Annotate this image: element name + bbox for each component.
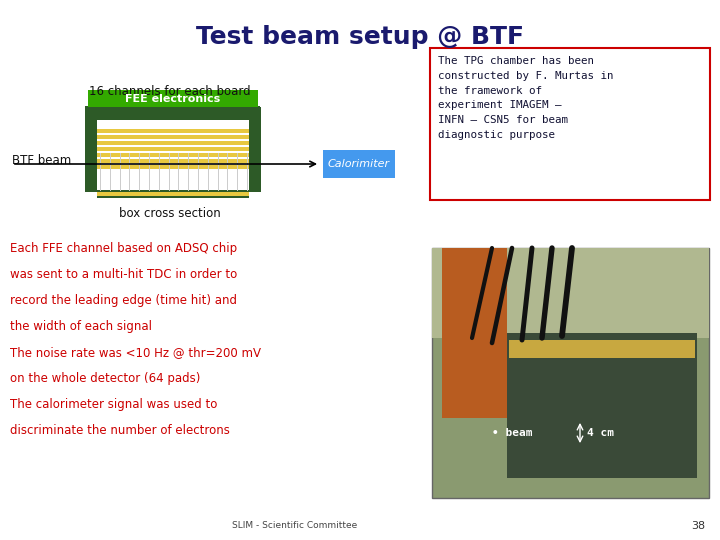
FancyBboxPatch shape (97, 147, 249, 151)
Text: discriminate the number of electrons: discriminate the number of electrons (10, 424, 230, 437)
FancyBboxPatch shape (507, 333, 697, 478)
FancyBboxPatch shape (97, 159, 249, 163)
Text: The TPG chamber has been
constructed by F. Murtas in
the framework of
experiment: The TPG chamber has been constructed by … (438, 56, 613, 140)
Text: the width of each signal: the width of each signal (10, 320, 152, 333)
FancyBboxPatch shape (432, 248, 709, 498)
Text: The noise rate was <10 Hz @ thr=200 mV: The noise rate was <10 Hz @ thr=200 mV (10, 346, 261, 359)
FancyBboxPatch shape (432, 248, 709, 338)
Text: box cross section: box cross section (119, 207, 221, 220)
Text: FEE electronics: FEE electronics (125, 94, 220, 104)
Text: was sent to a multi-hit TDC in order to: was sent to a multi-hit TDC in order to (10, 268, 238, 281)
FancyBboxPatch shape (97, 153, 249, 157)
FancyBboxPatch shape (97, 129, 249, 133)
FancyBboxPatch shape (97, 192, 249, 196)
FancyBboxPatch shape (323, 150, 395, 178)
FancyBboxPatch shape (442, 248, 507, 418)
Text: SLIM - Scientific Committee: SLIM - Scientific Committee (233, 522, 358, 530)
Text: record the leading edge (time hit) and: record the leading edge (time hit) and (10, 294, 237, 307)
Text: Test beam setup @ BTF: Test beam setup @ BTF (196, 25, 524, 49)
Text: BTF beam: BTF beam (12, 153, 71, 166)
Text: 38: 38 (691, 521, 705, 531)
FancyBboxPatch shape (85, 107, 97, 192)
FancyBboxPatch shape (88, 90, 258, 107)
FancyBboxPatch shape (85, 106, 260, 120)
FancyBboxPatch shape (249, 107, 261, 192)
FancyBboxPatch shape (97, 135, 249, 139)
FancyBboxPatch shape (509, 340, 695, 358)
Text: • beam: • beam (492, 428, 533, 438)
FancyBboxPatch shape (97, 165, 249, 169)
Text: The calorimeter signal was used to: The calorimeter signal was used to (10, 398, 217, 411)
FancyBboxPatch shape (97, 190, 249, 198)
Text: 16 channels for each board: 16 channels for each board (89, 85, 251, 98)
Text: 4 cm: 4 cm (587, 428, 614, 438)
Text: Calorimiter: Calorimiter (328, 159, 390, 169)
FancyBboxPatch shape (97, 141, 249, 145)
Text: on the whole detector (64 pads): on the whole detector (64 pads) (10, 372, 200, 385)
FancyBboxPatch shape (430, 48, 710, 200)
Text: Each FFE channel based on ADSQ chip: Each FFE channel based on ADSQ chip (10, 242, 237, 255)
